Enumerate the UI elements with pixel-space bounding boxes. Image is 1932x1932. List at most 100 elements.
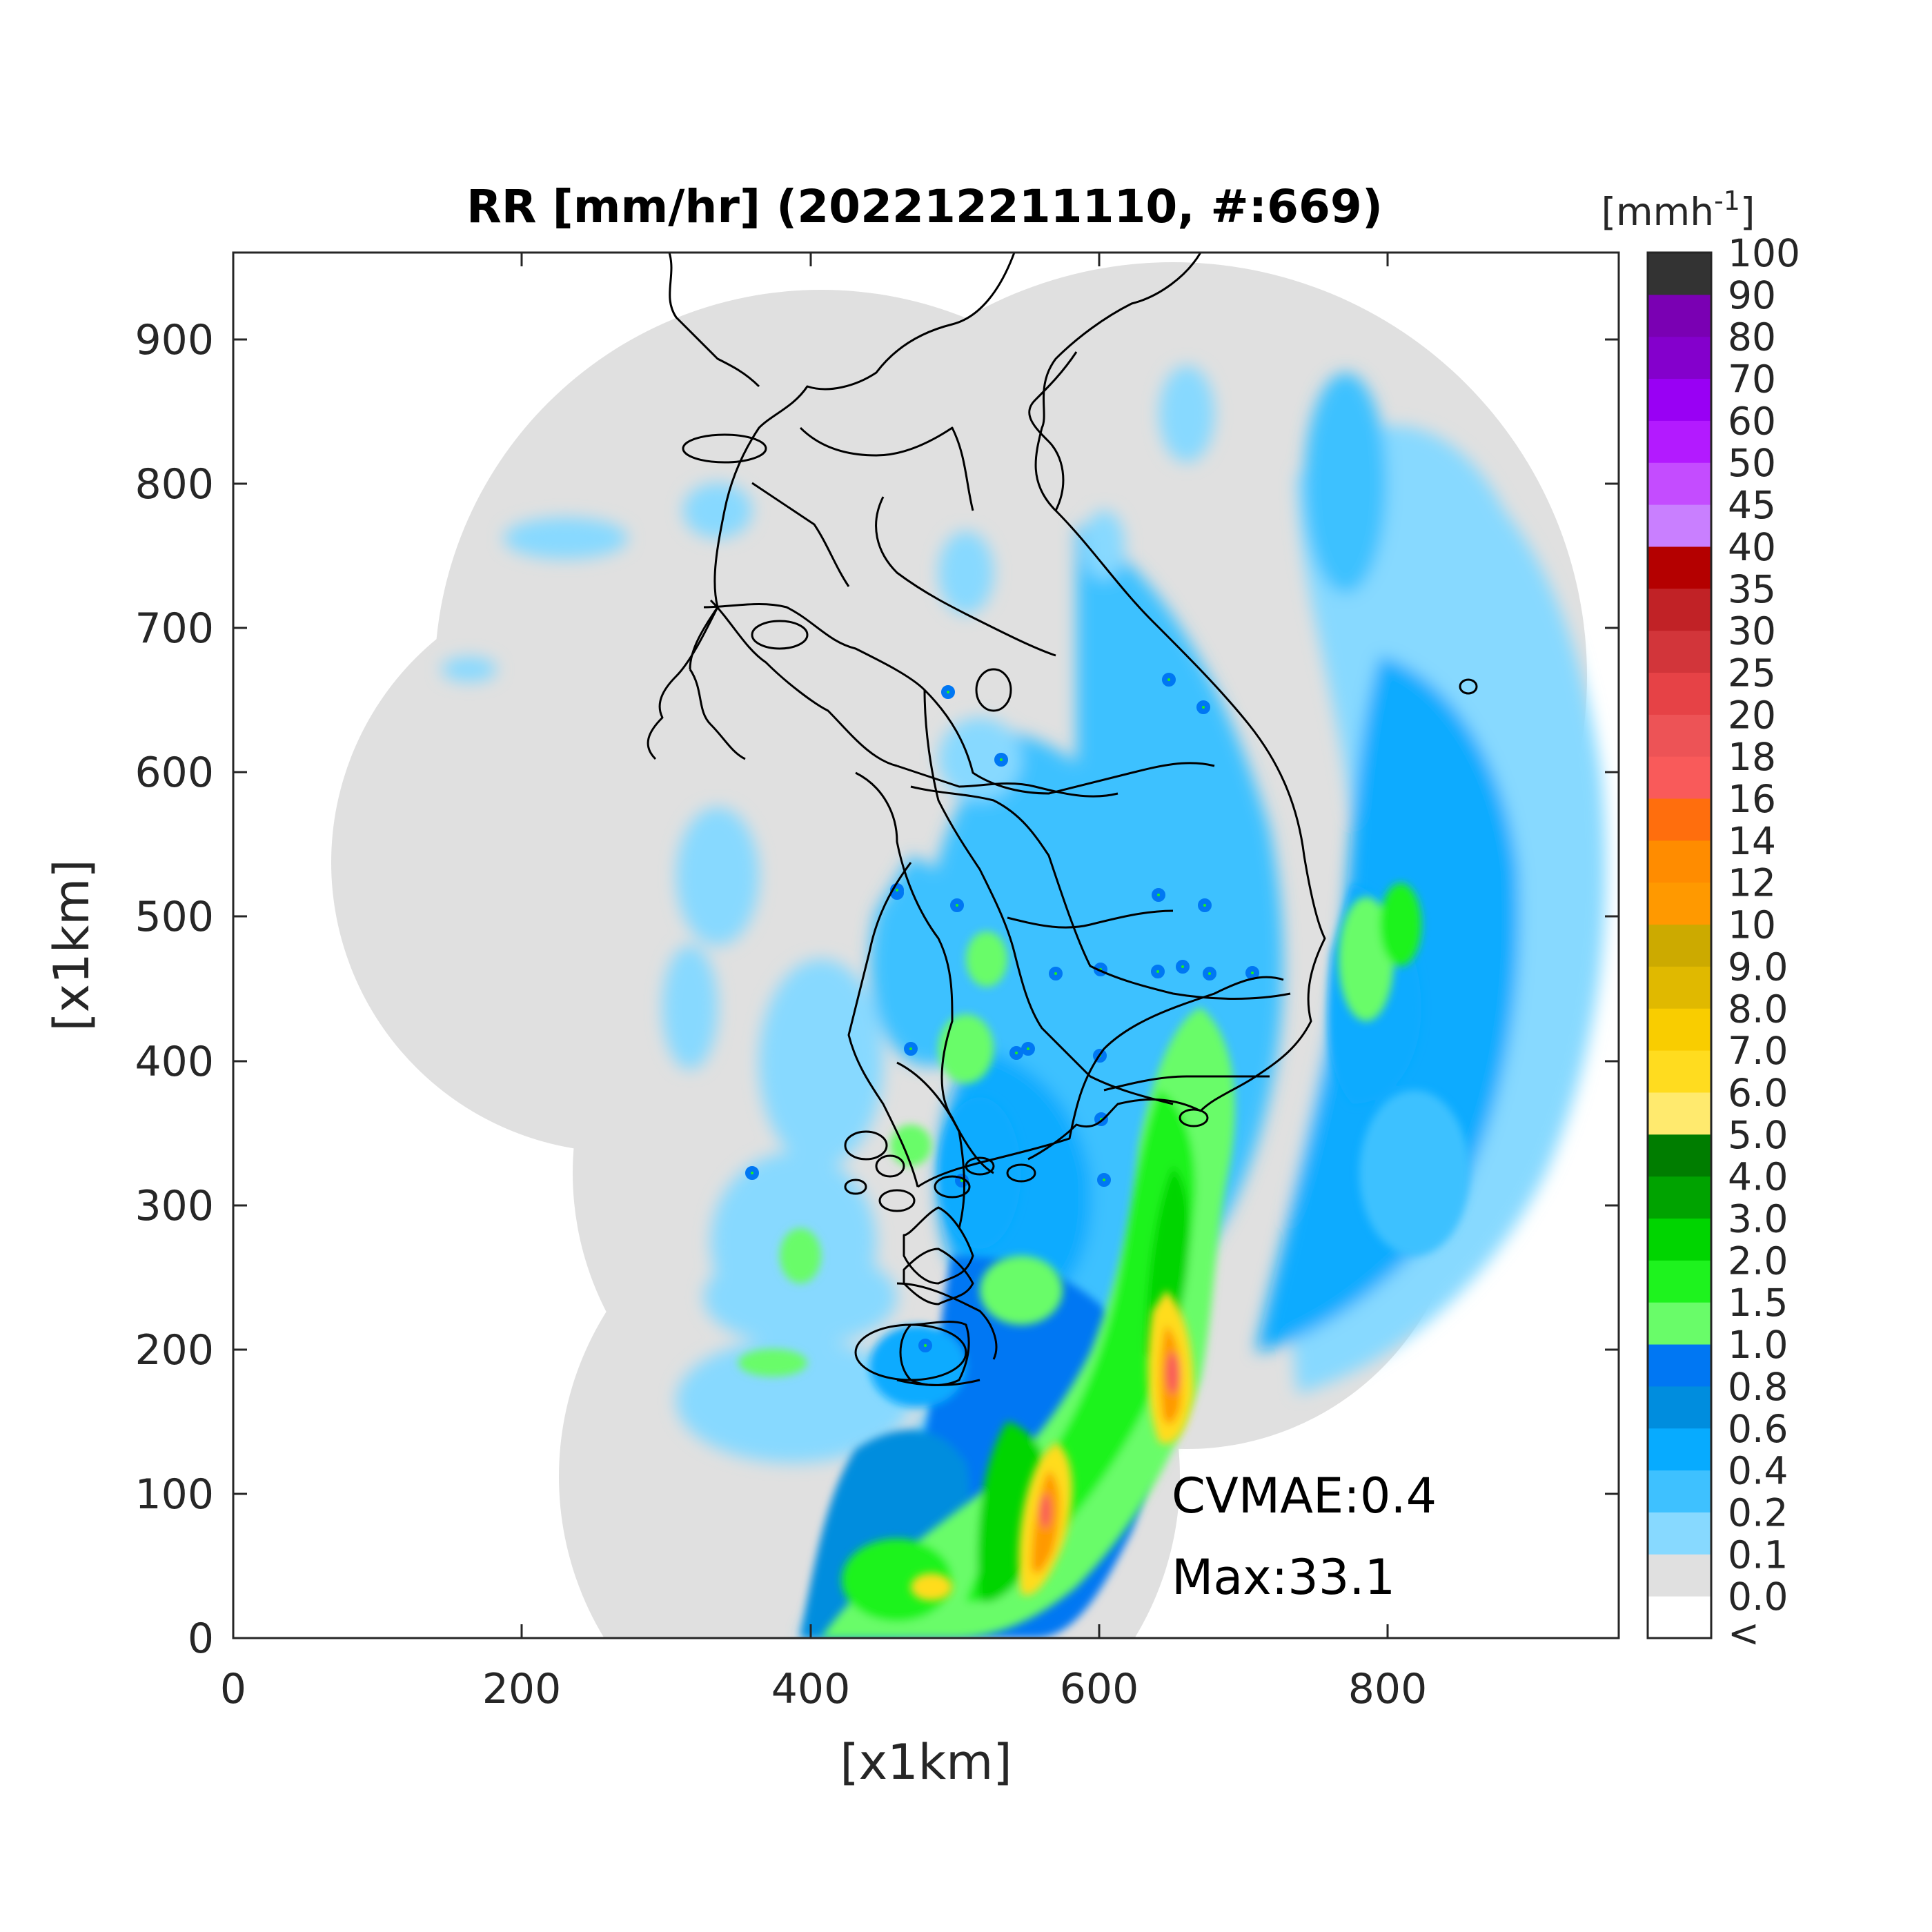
colorbar-tick-label: 0.1 [1728, 1532, 1788, 1577]
colorbar-tick-label: 3.0 [1728, 1197, 1788, 1241]
colorbar-tick-label: 30 [1728, 609, 1776, 653]
max-annotation: Max:33.1 [1172, 1549, 1395, 1606]
colorbar-bin [1648, 1428, 1711, 1471]
colorbar-bin [1648, 756, 1711, 799]
colorbar-tick-label: 70 [1728, 357, 1776, 402]
colorbar-bin [1648, 966, 1711, 1009]
colorbar-tick-label: 35 [1728, 567, 1776, 611]
colorbar-tick-label: 8.0 [1728, 987, 1788, 1031]
y-tick-label: 400 [135, 1038, 214, 1086]
colorbar-tick-label: 40 [1728, 525, 1776, 569]
tick-marks [232, 253, 1619, 1639]
x-tick-label: 400 [771, 1665, 851, 1713]
colorbar-bin [1648, 294, 1711, 337]
colorbar-bin [1648, 714, 1711, 757]
colorbar-bin [1648, 1260, 1711, 1303]
y-tick-label: 300 [135, 1182, 214, 1230]
colorbar-tick-label: 1.0 [1728, 1323, 1788, 1367]
colorbar-tick-label: 0.0 [1728, 1575, 1788, 1619]
colorbar-tick-label: 10 [1728, 903, 1776, 947]
colorbar-bin [1648, 1302, 1711, 1345]
colorbar-tick-label: 90 [1728, 273, 1776, 317]
y-tick-label: 200 [135, 1326, 214, 1374]
y-tick-label: 500 [135, 893, 214, 941]
colorbar-bin [1648, 253, 1711, 295]
colorbar-bin [1648, 630, 1711, 673]
colorbar-bin [1648, 1176, 1711, 1219]
x-tick-label: 800 [1348, 1665, 1428, 1713]
colorbar-bin [1648, 336, 1711, 379]
y-tick-label: 700 [135, 604, 214, 653]
cvmae-annotation: CVMAE:0.4 [1172, 1468, 1437, 1524]
colorbar-tick-label: 80 [1728, 315, 1776, 359]
colorbar-bin [1648, 1092, 1711, 1135]
colorbar-bin [1648, 924, 1711, 967]
colorbar-tick-label: 20 [1728, 693, 1776, 737]
colorbar-tick-label: 50 [1728, 441, 1776, 485]
colorbar-bin [1648, 672, 1711, 715]
colorbar-bin [1648, 1134, 1711, 1177]
colorbar-tick-label: 4.0 [1728, 1155, 1788, 1199]
x-tick-label: 600 [1060, 1665, 1139, 1713]
colorbar-bin [1648, 420, 1711, 463]
colorbar-tick-label: 0.6 [1728, 1407, 1788, 1451]
colorbar-bin [1648, 1554, 1711, 1597]
colorbar-tick-label: 60 [1728, 399, 1776, 443]
y-tick-label: 100 [135, 1470, 214, 1519]
colorbar-tick-label: 16 [1728, 777, 1776, 821]
x-tick-label: 200 [482, 1665, 562, 1713]
x-axis-label: [x1km] [840, 1734, 1012, 1791]
colorbar-tick-label: 14 [1728, 819, 1776, 863]
colorbar-tick-label: 12 [1728, 861, 1776, 905]
radar-site-points [745, 673, 1259, 1352]
colorbar-tick-label: 0.4 [1728, 1449, 1788, 1493]
colorbar-tick-label: 0.8 [1728, 1365, 1788, 1409]
colorbar-bin [1648, 1050, 1711, 1093]
colorbar-bin [1648, 1512, 1711, 1555]
y-tick-label: 600 [135, 749, 214, 797]
y-tick-label: 900 [135, 316, 214, 364]
colorbar-under-label: < [1728, 1611, 1759, 1655]
colorbar-tick-label: 9.0 [1728, 945, 1788, 989]
colorbar-bin [1648, 1008, 1711, 1051]
colorbar-bin [1648, 588, 1711, 631]
x-tick-label: 0 [220, 1665, 246, 1713]
precip-core [911, 1290, 1194, 1601]
colorbar-bin [1648, 378, 1711, 421]
colorbar-bin [1648, 1218, 1711, 1261]
colorbar-tick-label: 5.0 [1728, 1113, 1788, 1157]
colorbar-tick-label: 2.0 [1728, 1239, 1788, 1283]
axes-frame [232, 251, 1620, 1639]
colorbar-tick-label: 1.5 [1728, 1281, 1788, 1325]
precip-green [738, 883, 1421, 1638]
colorbar-bin [1648, 546, 1711, 589]
island-outlines [682, 433, 1478, 1381]
colorbar-tick-label: 6.0 [1728, 1071, 1788, 1115]
colorbar-bin [1648, 1470, 1711, 1512]
y-tick-label: 0 [188, 1615, 214, 1663]
colorbar-unit: [mmh-1] [1601, 186, 1755, 234]
colorbar-tick-label: 0.2 [1728, 1490, 1788, 1535]
colorbar-labels: 0.00.10.20.40.60.81.01.52.03.04.05.06.07… [1728, 231, 1800, 1655]
colorbar-bin [1648, 462, 1711, 505]
colorbar-bin [1648, 840, 1711, 883]
colorbar [1648, 253, 1711, 1639]
colorbar-bin [1648, 504, 1711, 547]
colorbar-bin [1648, 1596, 1711, 1639]
y-tick-label: 800 [135, 460, 214, 509]
chart-title: RR [mm/hr] (202212211110, #:669) [466, 180, 1383, 233]
colorbar-bin [1648, 798, 1711, 841]
colorbar-tick-label: 45 [1728, 483, 1776, 527]
colorbar-tick-label: 18 [1728, 735, 1776, 779]
colorbar-bin [1648, 1386, 1711, 1429]
colorbar-frame [1646, 251, 1713, 1639]
y-axis-label: [x1km] [43, 859, 100, 1031]
plot-area [233, 253, 1619, 1638]
colorbar-bin [1648, 1344, 1711, 1387]
colorbar-tick-label: 25 [1728, 651, 1776, 695]
colorbar-tick-label: 7.0 [1728, 1029, 1788, 1073]
x-tick-labels: 0 200 400 600 800 [220, 1665, 1427, 1713]
colorbar-bin [1648, 882, 1711, 925]
colorbar-tick-label: 100 [1728, 231, 1800, 275]
